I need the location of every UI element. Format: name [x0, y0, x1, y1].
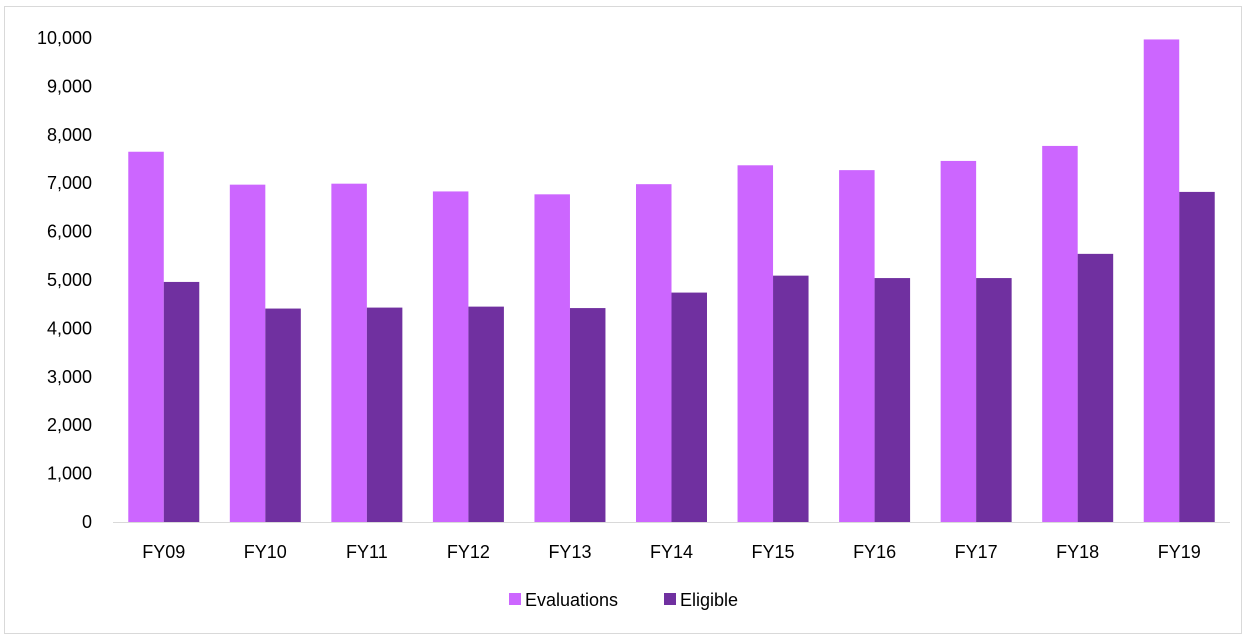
bar-evaluations-fy18 — [1042, 145, 1078, 522]
x-tick-label: FY13 — [548, 542, 591, 562]
bar-evaluations-fy17 — [940, 160, 977, 522]
bar-eligible-fy19 — [1179, 191, 1215, 523]
legend: Evaluations Eligible — [509, 590, 738, 610]
x-tick-label: FY09 — [142, 542, 185, 562]
x-tick-label: FY17 — [955, 542, 998, 562]
legend-swatch-eligible — [664, 593, 676, 605]
bar-evaluations-fy16 — [839, 170, 875, 522]
y-axis: 0 1,000 2,000 3,000 4,000 5,000 6,000 7,000 8,00… — [37, 28, 92, 532]
bar-eligible-fy17 — [976, 278, 1012, 522]
bar-evaluations-fy10 — [229, 184, 266, 523]
bar-eligible-fy18 — [1077, 253, 1114, 522]
y-tick-label: 1,000 — [47, 464, 92, 484]
chart-frame — [4, 6, 1242, 634]
bar-evaluations-fy11 — [331, 183, 367, 522]
bar-eligible-fy13 — [569, 308, 606, 522]
x-tick-label: FY19 — [1158, 542, 1201, 562]
bar-evaluations-fy15 — [737, 165, 774, 523]
y-tick-label: 2,000 — [47, 415, 92, 435]
legend-label-evaluations: Evaluations — [525, 590, 618, 610]
x-tick-label: FY15 — [752, 542, 795, 562]
x-tick-label: FY18 — [1056, 542, 1099, 562]
bar-eligible-fy16 — [874, 278, 911, 522]
y-tick-label: 6,000 — [47, 222, 92, 242]
y-tick-label: 8,000 — [47, 125, 92, 145]
x-tick-label: FY10 — [244, 542, 287, 562]
bar-evaluations-fy19 — [1143, 39, 1180, 523]
legend-swatch-evaluations — [509, 593, 521, 605]
x-tick-label: FY16 — [853, 542, 896, 562]
bar-eligible-fy09 — [163, 281, 200, 522]
x-tick-label: FY14 — [650, 542, 693, 562]
y-tick-label: 7,000 — [47, 173, 92, 193]
y-tick-label: 5,000 — [47, 270, 92, 290]
x-tick-label: FY11 — [346, 542, 388, 562]
bar-evaluations-fy09 — [128, 151, 164, 523]
y-tick-label: 3,000 — [47, 367, 92, 387]
legend-label-eligible: Eligible — [680, 590, 738, 610]
y-tick-label: 4,000 — [47, 318, 92, 338]
y-tick-label: 9,000 — [47, 76, 92, 96]
bar-eligible-fy12 — [468, 306, 504, 522]
x-axis: FY09 FY10 FY11 FY12 FY13 FY14 FY15 FY16 FY17 FY18… — [113, 522, 1230, 562]
bar-eligible-fy10 — [265, 308, 301, 522]
y-tick-label: 10,000 — [37, 28, 92, 48]
bar-eligible-fy11 — [366, 307, 403, 522]
bar-evaluations-fy13 — [534, 194, 570, 522]
bar-evaluations-fy14 — [636, 184, 672, 522]
bar-eligible-fy15 — [773, 275, 809, 522]
bar-eligible-fy14 — [671, 292, 707, 522]
x-tick-label: FY12 — [447, 542, 490, 562]
y-tick-label: 0 — [82, 512, 92, 532]
bar-evaluations-fy12 — [432, 191, 469, 523]
bars — [128, 39, 1215, 523]
